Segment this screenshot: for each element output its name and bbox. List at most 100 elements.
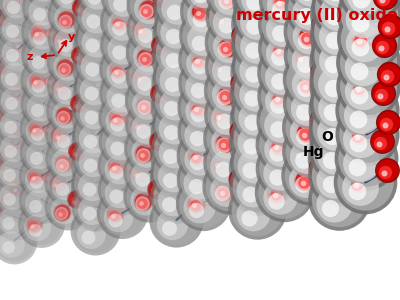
Point [200,135,206,140]
Point [237,34,243,39]
Point [224,29,231,34]
Point [91,122,98,126]
Point [174,61,180,66]
Point [113,80,120,85]
Point [121,50,127,54]
Point [113,32,119,37]
Point [94,132,101,137]
Point [166,177,172,182]
Point [115,79,121,83]
Point [20,7,26,12]
Point [32,204,38,208]
Point [387,23,393,28]
Point [33,142,39,147]
Point [138,74,144,79]
Point [311,26,318,31]
Point [284,48,291,53]
Point [66,0,72,4]
Point [90,37,96,42]
Point [43,5,49,10]
Point [270,125,277,130]
Point [296,67,303,72]
Point [354,146,360,150]
Point [174,169,181,174]
Point [328,92,334,97]
Point [230,39,236,44]
Point [257,87,264,92]
Point [250,23,257,28]
Point [359,88,366,93]
Point [12,214,18,219]
Point [64,95,70,100]
Point [33,79,39,83]
Point [194,112,201,117]
Point [331,139,337,144]
Point [62,160,68,165]
Point [167,128,173,133]
Point [63,17,70,22]
Point [342,0,348,5]
Point [12,167,19,171]
Point [83,26,89,31]
Point [171,63,178,68]
Point [80,122,87,127]
Point [210,56,216,61]
Point [94,67,100,71]
Point [332,130,338,135]
Point [89,43,96,48]
Point [3,162,9,167]
Point [229,84,236,89]
Point [115,79,121,83]
Point [339,3,345,8]
Point [210,10,216,15]
Point [201,152,208,157]
Point [94,26,100,30]
Point [258,39,264,44]
Point [134,41,140,46]
Point [66,91,72,95]
Point [118,169,125,174]
Point [256,72,262,77]
Point [12,36,19,41]
Point [110,177,117,182]
Point [196,68,202,73]
Point [60,161,66,166]
Point [282,166,288,171]
Point [149,141,155,146]
Point [275,37,282,42]
Point [282,166,288,171]
Point [115,63,122,68]
Point [90,74,96,78]
Point [53,182,59,187]
Point [57,81,63,85]
Point [300,49,307,54]
Point [228,132,234,137]
Point [283,29,290,34]
Point [309,125,316,130]
Point [277,40,283,45]
Point [200,135,206,140]
Point [278,99,285,103]
Point [327,121,333,126]
Point [12,26,18,31]
Point [202,106,209,111]
Point [258,106,265,111]
Point [34,77,40,82]
Point [28,141,34,146]
Point [277,171,283,176]
Point [36,64,42,68]
Point [331,12,338,16]
Point [66,91,72,95]
Point [40,36,47,41]
Point [286,0,292,5]
Point [229,22,235,27]
Point [334,34,340,38]
Point [302,132,308,136]
Point [134,172,140,177]
Point [329,110,335,114]
Point [339,53,345,58]
Point [336,197,342,202]
Point [91,22,98,27]
Point [219,191,226,196]
Point [203,56,210,61]
